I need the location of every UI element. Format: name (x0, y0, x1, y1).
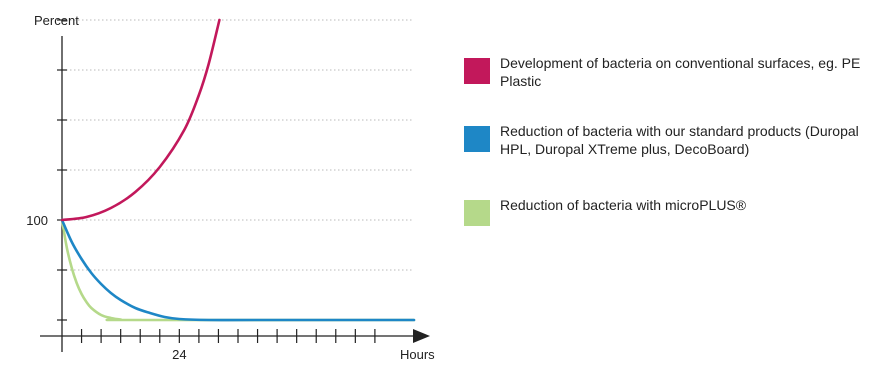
x-axis-arrow (413, 329, 430, 343)
gridlines (62, 19, 414, 271)
series-line-conventional (60, 18, 221, 222)
x-tick-label: 24 (172, 347, 186, 362)
legend-label-conventional: Development of bacteria on conventional … (500, 55, 861, 89)
legend: Development of bacteria on conventional … (464, 54, 874, 226)
legend-swatch-conventional (464, 58, 490, 84)
y-tick-label: 100 (26, 213, 48, 228)
legend-item-standard-products: Reduction of bacteria with our standard … (464, 122, 874, 196)
series-line-standard-products (60, 218, 416, 322)
legend-label-microplus: Reduction of bacteria with microPLUS® (500, 197, 747, 213)
axis-ticks (57, 19, 376, 343)
series-layer (60, 18, 416, 322)
x-axis-title: Hours (400, 347, 435, 362)
series-line-microplus (60, 218, 416, 322)
legend-item-microplus: Reduction of bacteria with microPLUS® (464, 196, 874, 226)
tick-labels: 100 24 (26, 213, 186, 362)
legend-label-standard-products: Reduction of bacteria with our standard … (500, 123, 859, 157)
bacteria-chart: Percent Hours 100 24 (26, 13, 435, 362)
legend-item-conventional: Development of bacteria on conventional … (464, 54, 874, 122)
legend-swatch-microplus (464, 200, 490, 226)
y-axis-title: Percent (34, 13, 79, 28)
axes (40, 36, 430, 352)
legend-swatch-standard-products (464, 126, 490, 152)
